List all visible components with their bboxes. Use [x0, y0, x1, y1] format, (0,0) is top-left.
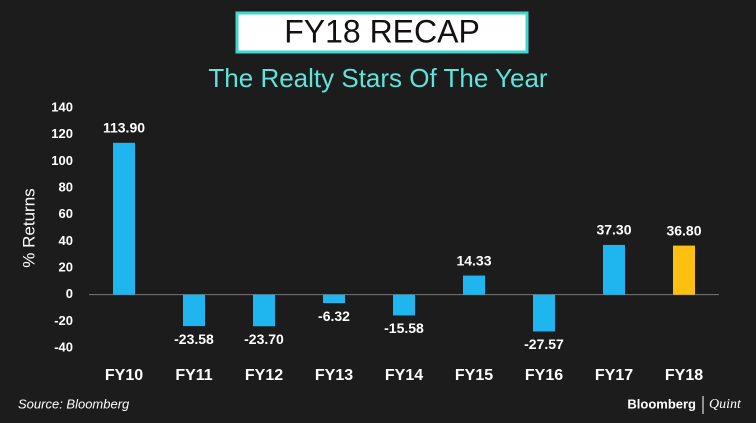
y-tick-label: 0	[66, 286, 73, 301]
value-label: -23.58	[174, 331, 214, 347]
title-box	[235, 11, 529, 54]
y-tick-label: -20	[54, 313, 73, 328]
x-tick-label: FY14	[385, 367, 423, 384]
x-tick-label: FY12	[245, 367, 283, 384]
y-tick-label: 80	[59, 179, 73, 194]
value-label: 14.33	[456, 252, 491, 268]
brand-name: Quint	[709, 397, 742, 412]
y-tick-label: 20	[59, 259, 73, 274]
bar	[113, 142, 135, 295]
value-label: 37.30	[596, 222, 631, 238]
x-tick-label: FY11	[175, 367, 212, 384]
chart-subtitle: The Realty Stars Of The Year	[208, 63, 547, 93]
y-tick-label: -40	[54, 339, 73, 354]
x-tick-label: FY17	[595, 367, 633, 384]
brand-name: Bloomberg	[627, 396, 696, 411]
bar	[323, 294, 345, 304]
value-label: -23.70	[244, 331, 284, 347]
x-tick-label: FY18	[665, 367, 703, 384]
bar	[183, 294, 205, 327]
value-label: -15.58	[384, 320, 424, 336]
source: Source: Bloomberg	[18, 396, 130, 411]
x-tick-label: FY16	[525, 367, 563, 384]
value-label: -6.32	[318, 308, 350, 324]
bar	[533, 294, 555, 332]
x-tick-label: FY13	[315, 367, 353, 384]
y-tick-label: 140	[51, 99, 73, 114]
y-tick-label: 40	[59, 233, 73, 248]
y-tick-label: 60	[59, 206, 73, 221]
bar	[253, 294, 275, 327]
value-label: 113.90	[103, 120, 145, 136]
y-tick-label: 120	[51, 126, 73, 141]
bar	[393, 294, 415, 316]
value-label: 36.80	[666, 222, 701, 238]
chart-title: FY18 RECAP	[284, 13, 480, 49]
y-tick-label: 100	[51, 153, 73, 168]
bar	[673, 245, 695, 295]
bar	[603, 244, 625, 295]
bar	[463, 275, 485, 295]
x-tick-label: FY10	[105, 367, 143, 384]
y-axis-label: % Returns	[19, 188, 38, 267]
value-label: -27.57	[524, 336, 564, 352]
x-tick-label: FY15	[455, 367, 493, 384]
